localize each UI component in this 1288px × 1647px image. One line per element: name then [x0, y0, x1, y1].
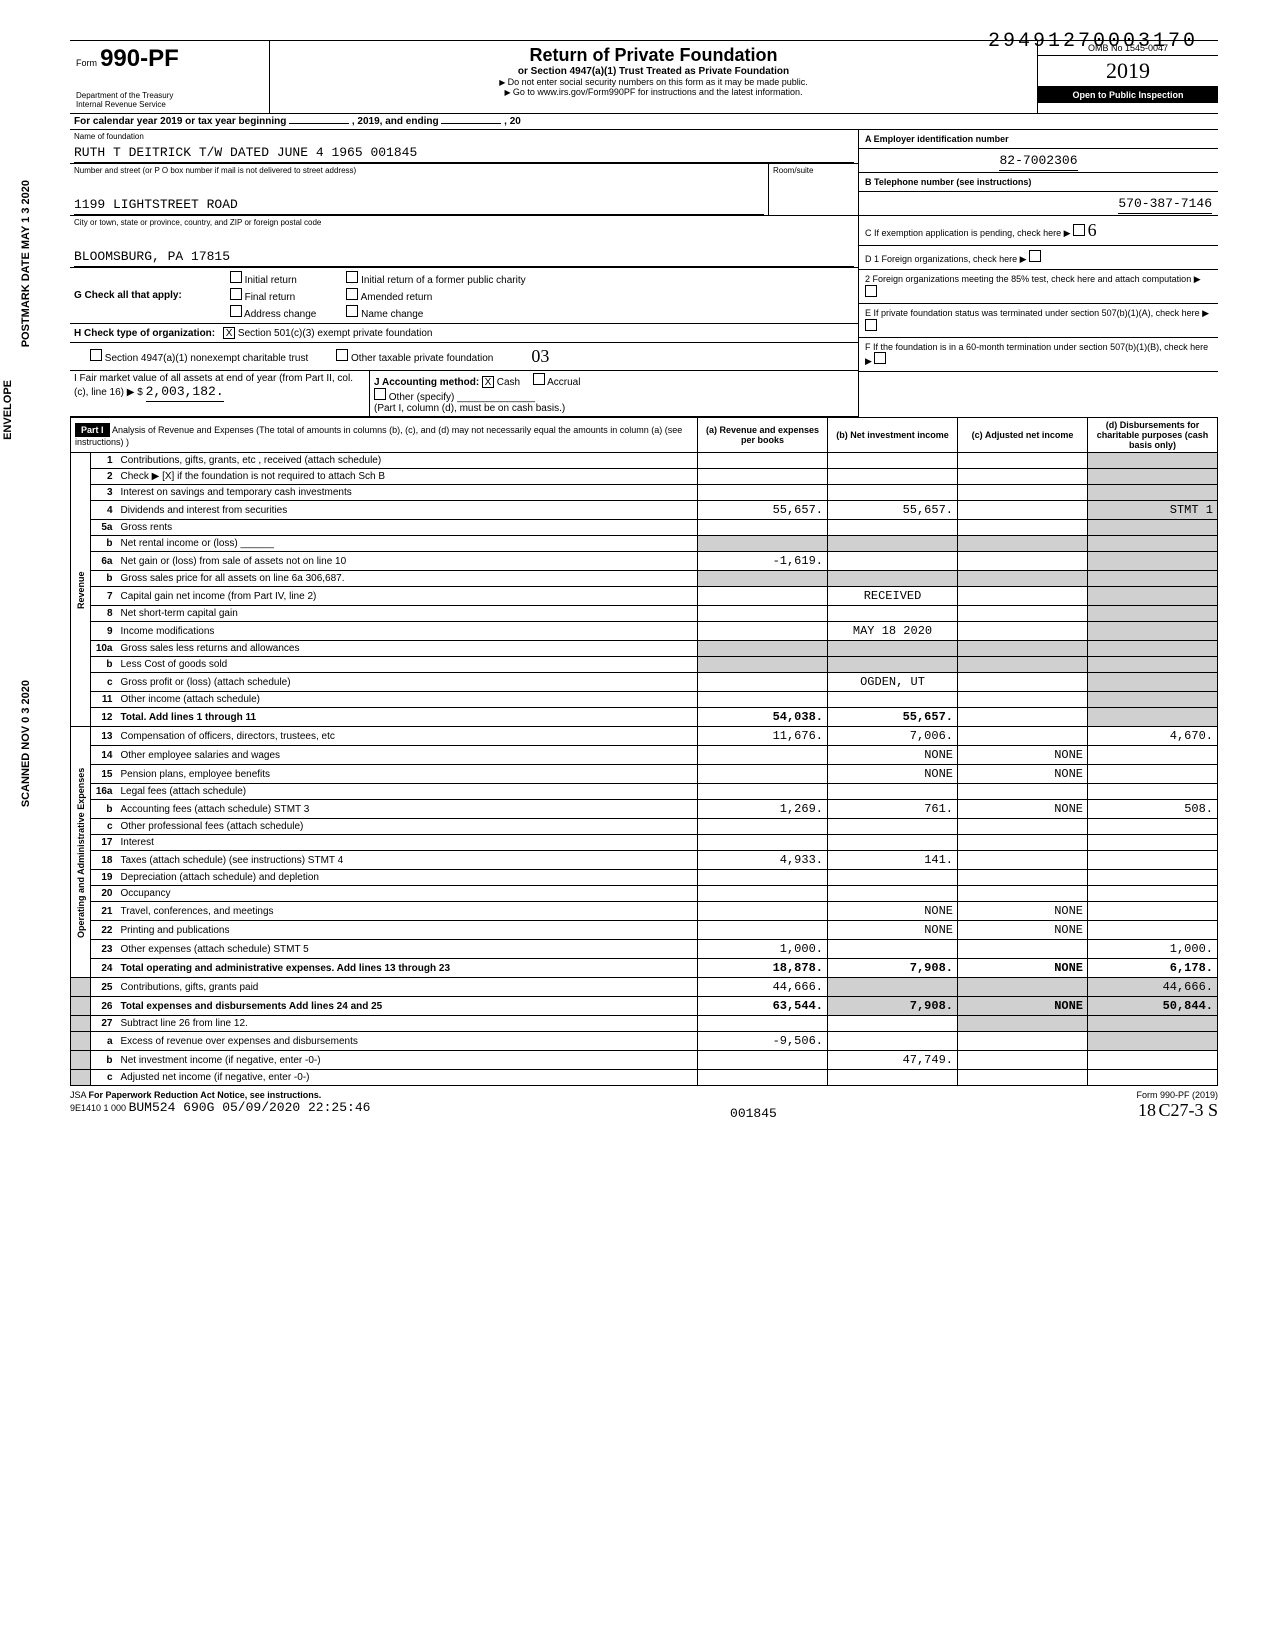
table-row: 7Capital gain net income (from Part IV, … — [71, 587, 1218, 606]
table-row: 11Other income (attach schedule) — [71, 692, 1218, 708]
h-row2: Section 4947(a)(1) nonexempt charitable … — [70, 343, 858, 371]
table-row: aExcess of revenue over expenses and dis… — [71, 1032, 1218, 1051]
j-block: J Accounting method: X Cash Accrual Othe… — [370, 371, 858, 416]
ein-value: 82-7002306 — [859, 149, 1218, 173]
form-number: 990-PF — [100, 45, 179, 72]
phone-value: 570-387-7146 — [859, 192, 1218, 216]
tax-year: 2019 — [1038, 56, 1218, 87]
table-row: 2Check ▶ [X] if the foundation is not re… — [71, 469, 1218, 485]
table-row: 27Subtract line 26 from line 12. — [71, 1016, 1218, 1032]
addr-label: Number and street (or P O box number if … — [74, 166, 764, 175]
table-row: 15Pension plans, employee benefitsNONENO… — [71, 765, 1218, 784]
table-row: 8Net short-term capital gain — [71, 606, 1218, 622]
table-row: 23Other expenses (attach schedule) STMT … — [71, 940, 1218, 959]
table-row: 16aLegal fees (attach schedule) — [71, 784, 1218, 800]
table-row: 18Taxes (attach schedule) (see instructi… — [71, 851, 1218, 870]
g-row: G Check all that apply: Initial return I… — [70, 268, 858, 324]
d2: 2 Foreign organizations meeting the 85% … — [859, 270, 1218, 304]
open-inspection: Open to Public Inspection — [1038, 87, 1218, 103]
table-row: bGross sales price for all assets on lin… — [71, 571, 1218, 587]
side-scanned: SCANNED NOV 0 3 2020 — [20, 680, 32, 807]
i-block: I Fair market value of all assets at end… — [70, 371, 370, 416]
table-row: bAccounting fees (attach schedule) STMT … — [71, 800, 1218, 819]
table-row: cGross profit or (loss) (attach schedule… — [71, 673, 1218, 692]
sub-title: or Section 4947(a)(1) Trust Treated as P… — [280, 66, 1027, 77]
table-row: Revenue1Contributions, gifts, grants, et… — [71, 453, 1218, 469]
table-row: 19Depreciation (attach schedule) and dep… — [71, 870, 1218, 886]
side-envelope: ENVELOPE — [2, 380, 14, 440]
table-row: 25Contributions, gifts, grants paid44,66… — [71, 978, 1218, 997]
dept2: Internal Revenue Service — [76, 100, 263, 109]
calendar-year-row: For calendar year 2019 or tax year begin… — [70, 114, 1218, 129]
table-row: bLess Cost of goods sold — [71, 657, 1218, 673]
col-a: (a) Revenue and expenses per books — [698, 418, 828, 453]
table-row: 3Interest on savings and temporary cash … — [71, 485, 1218, 501]
city-label: City or town, state or province, country… — [74, 218, 854, 227]
table-row: bNet investment income (if negative, ent… — [71, 1051, 1218, 1070]
table-row: 12Total. Add lines 1 through 1154,038.55… — [71, 708, 1218, 727]
d1: D 1 Foreign organizations, check here ▶ — [859, 246, 1218, 270]
note1: Do not enter social security numbers on … — [280, 77, 1027, 87]
revenue-vertical-label: Revenue — [71, 453, 91, 727]
h-row: H Check type of organization: X Section … — [70, 324, 858, 343]
table-row: 20Occupancy — [71, 886, 1218, 902]
f: F If the foundation is in a 60-month ter… — [859, 338, 1218, 372]
col-b: (b) Net investment income — [828, 418, 958, 453]
side-postmark: POSTMARK DATE MAY 1 3 2020 — [20, 180, 32, 347]
table-row: 6aNet gain or (loss) from sale of assets… — [71, 552, 1218, 571]
top-document-number: 29491270003170 — [988, 30, 1198, 53]
e: E If private foundation status was termi… — [859, 304, 1218, 338]
table-row: 4Dividends and interest from securities5… — [71, 501, 1218, 520]
col-d: (d) Disbursements for charitable purpose… — [1088, 418, 1218, 453]
name-label: Name of foundation — [74, 132, 854, 141]
part1-header: Part I — [75, 423, 110, 437]
table-row: 24Total operating and administrative exp… — [71, 959, 1218, 978]
street-address: 1199 LIGHTSTREET ROAD — [74, 195, 764, 215]
table-row: Operating and Administrative Expenses13C… — [71, 727, 1218, 746]
table-row: 22Printing and publicationsNONENONE — [71, 921, 1218, 940]
dept1: Department of the Treasury — [76, 91, 263, 100]
room-label: Room/suite — [773, 166, 854, 175]
form-label: Form — [76, 58, 97, 68]
table-row: 21Travel, conferences, and meetingsNONEN… — [71, 902, 1218, 921]
ein-label: A Employer identification number — [859, 130, 1218, 149]
phone-label: B Telephone number (see instructions) — [859, 173, 1218, 192]
table-row: bNet rental income or (loss) ______ — [71, 536, 1218, 552]
table-row: 17Interest — [71, 835, 1218, 851]
table-row: 5aGross rents — [71, 520, 1218, 536]
table-row: 26Total expenses and disbursements Add l… — [71, 997, 1218, 1016]
table-row: cAdjusted net income (if negative, enter… — [71, 1070, 1218, 1086]
city-state-zip: BLOOMSBURG, PA 17815 — [74, 247, 854, 267]
footer: JSA For Paperwork Reduction Act Notice, … — [70, 1090, 1218, 1121]
c-exemption: C If exemption application is pending, c… — [859, 216, 1218, 246]
note2: Go to www.irs.gov/Form990PF for instruct… — [280, 87, 1027, 97]
expenses-vertical-label: Operating and Administrative Expenses — [71, 727, 91, 978]
part1-table: Part I Analysis of Revenue and Expenses … — [70, 417, 1218, 1086]
table-row: 9Income modificationsMAY 18 2020 — [71, 622, 1218, 641]
main-title: Return of Private Foundation — [280, 45, 1027, 66]
table-row: 10aGross sales less returns and allowanc… — [71, 641, 1218, 657]
table-row: cOther professional fees (attach schedul… — [71, 819, 1218, 835]
col-c: (c) Adjusted net income — [958, 418, 1088, 453]
foundation-name: RUTH T DEITRICK T/W DATED JUNE 4 1965 00… — [74, 143, 854, 163]
table-row: 14Other employee salaries and wagesNONEN… — [71, 746, 1218, 765]
